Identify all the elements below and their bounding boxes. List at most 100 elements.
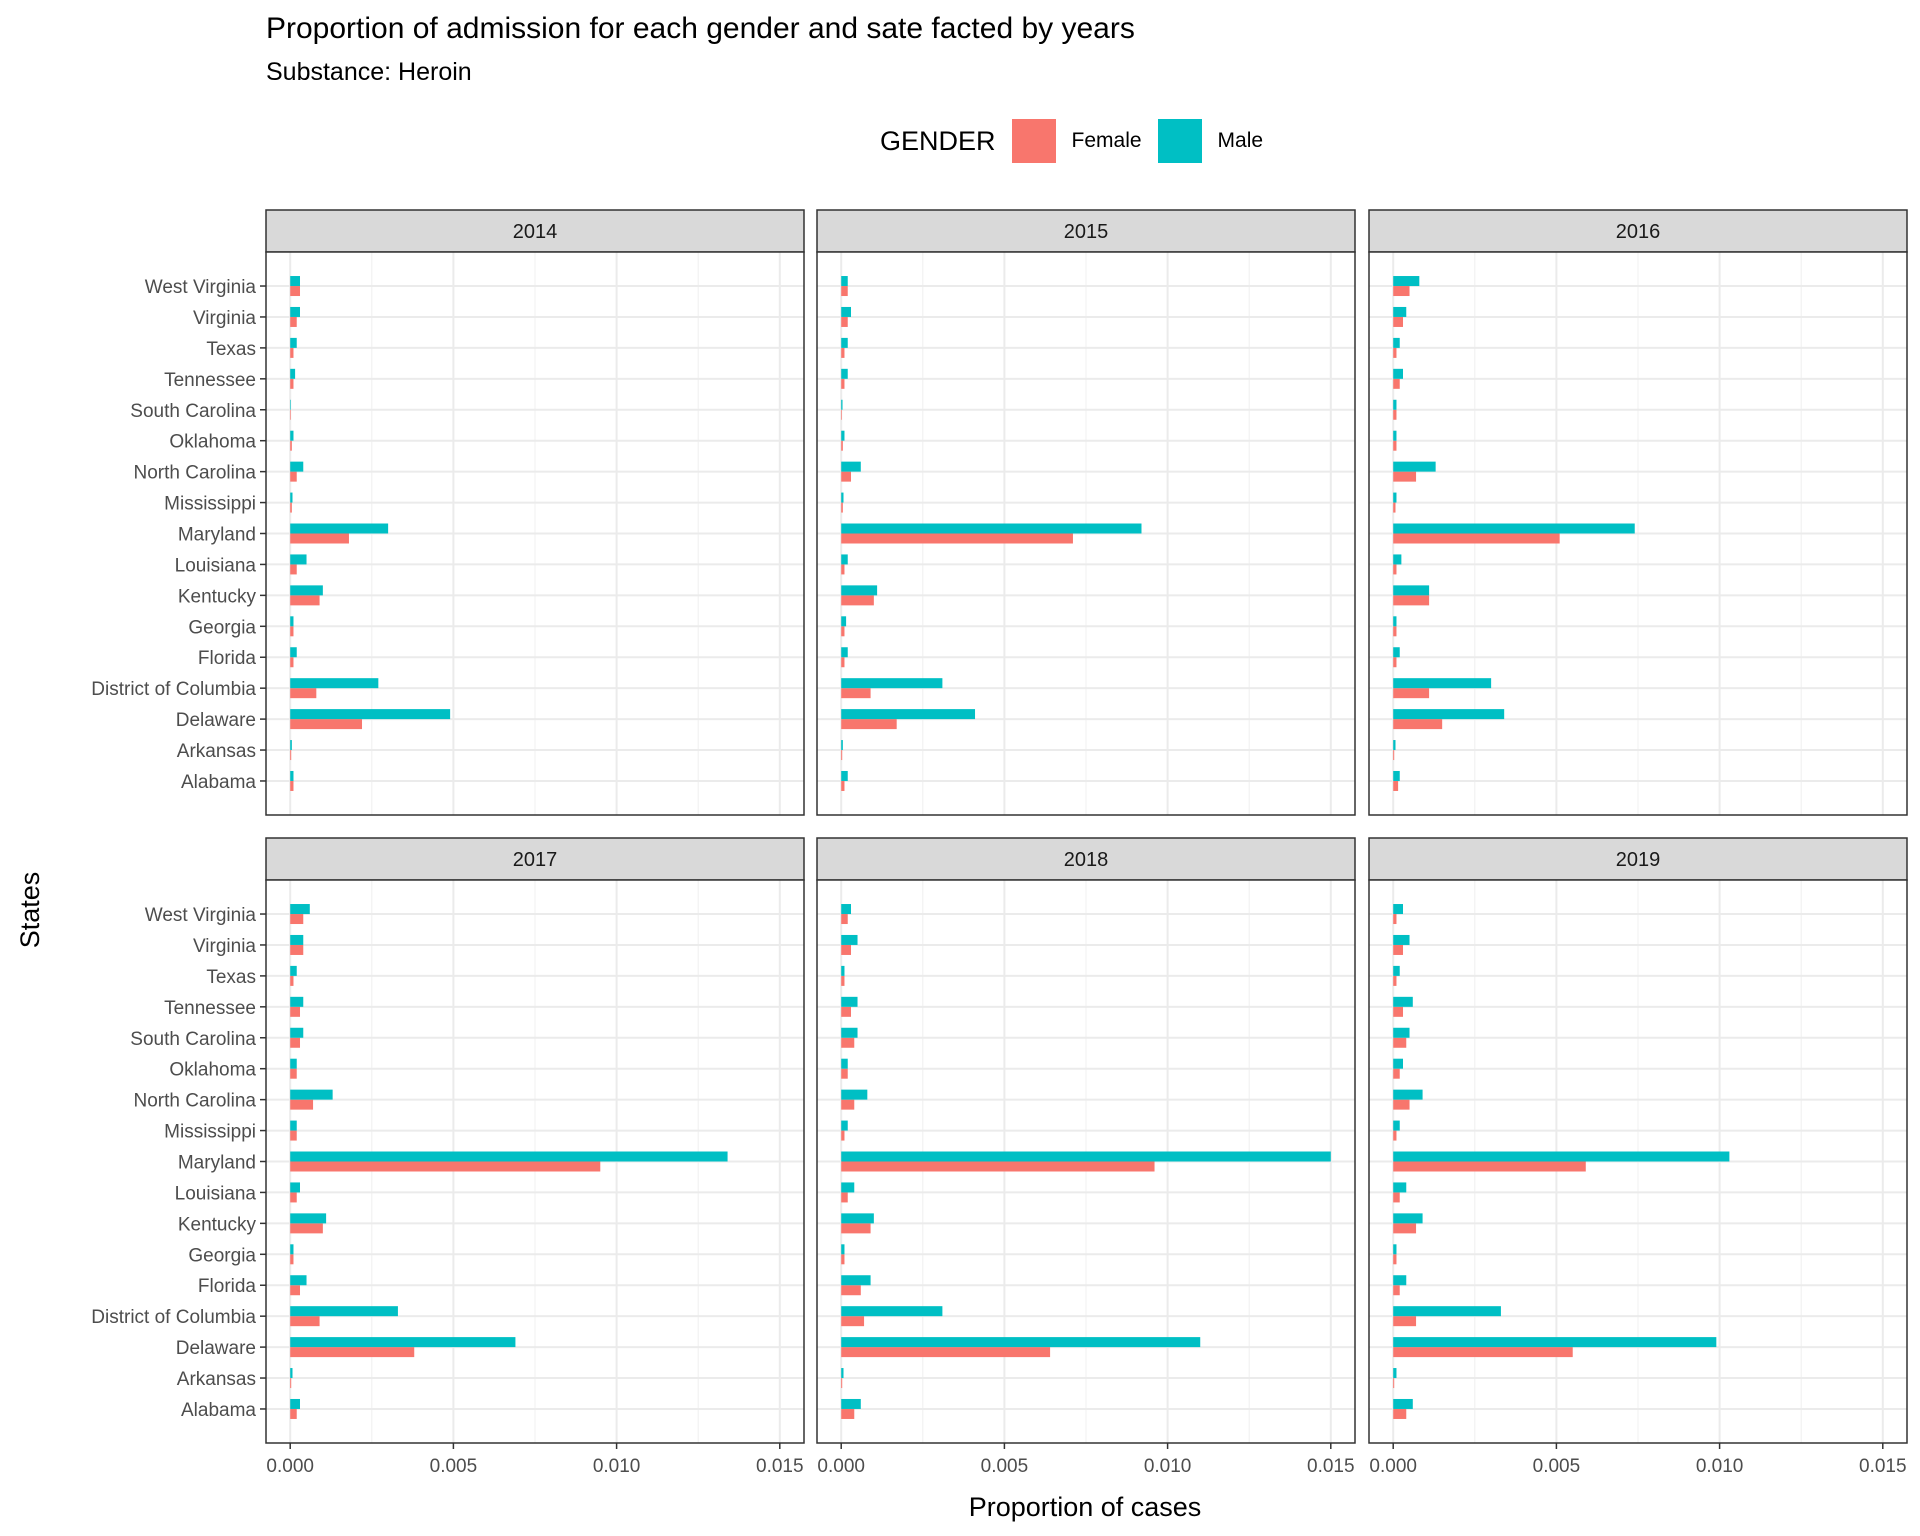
bar-2019-female-arkansas (1393, 1378, 1395, 1389)
bar-2015-male-alabama (841, 770, 848, 781)
bar-2019-male-south-carolina (1393, 1027, 1410, 1038)
bar-2015-female-west-virginia (841, 286, 848, 297)
bar-2017-male-georgia (290, 1244, 294, 1255)
bar-2018-female-virginia (841, 944, 852, 955)
bar-2015-male-arkansas (841, 740, 843, 751)
y-tick-label-kentucky: Kentucky (178, 586, 257, 607)
y-tick-label-louisiana: Louisiana (175, 1183, 257, 1204)
bar-2014-male-maryland (290, 523, 389, 534)
legend: GENDER Female Male (880, 118, 1279, 164)
bar-2018-male-mississippi (841, 1120, 848, 1131)
y-tick-label-virginia: Virginia (193, 308, 256, 329)
bar-2017-male-west-virginia (290, 904, 310, 915)
bar-2018-female-florida (841, 1285, 861, 1296)
x-tick-label: 0.005 (430, 1456, 478, 1477)
bar-2019-male-district-of-columbia (1393, 1306, 1501, 1317)
bar-2019-male-georgia (1393, 1244, 1397, 1255)
bar-2015-male-west-virginia (841, 276, 848, 287)
bar-2015-male-delaware (841, 709, 976, 720)
bar-2015-male-maryland (841, 523, 1142, 534)
y-tick-label-tennessee: Tennessee (164, 370, 256, 391)
bar-2016-male-arkansas (1393, 740, 1396, 751)
bar-2016-female-mississippi (1393, 502, 1396, 513)
bar-2018-male-georgia (841, 1244, 845, 1255)
bar-2019-male-alabama (1393, 1398, 1413, 1409)
y-tick-label-district-of-columbia: District of Columbia (91, 1307, 256, 1328)
bar-2019-male-virginia (1393, 934, 1410, 945)
bar-2017-female-florida (290, 1285, 301, 1296)
x-tick-label: 0.005 (981, 1456, 1029, 1477)
bar-2017-female-arkansas (290, 1378, 292, 1389)
bar-2014-female-district-of-columbia (290, 688, 317, 699)
bar-2017-female-district-of-columbia (290, 1316, 320, 1327)
bar-2014-female-mississippi (290, 502, 292, 513)
facet-strip-label-2015: 2015 (1064, 221, 1109, 243)
bar-2018-female-maryland (841, 1161, 1155, 1172)
bar-2014-male-oklahoma (290, 430, 294, 441)
bar-2014-female-texas (290, 347, 294, 358)
x-tick-label: 0.010 (593, 1456, 641, 1477)
bar-2018-male-virginia (841, 934, 858, 945)
x-axis-label: Proportion of cases (968, 1492, 1202, 1522)
y-tick-label-maryland: Maryland (178, 525, 256, 546)
bar-2018-female-texas (841, 975, 845, 986)
panel-border-2016 (1368, 251, 1908, 816)
bar-2016-male-west-virginia (1393, 276, 1420, 287)
bar-2018-female-south-carolina (841, 1037, 855, 1048)
x-tick-label: 0.005 (1533, 1456, 1581, 1477)
bar-2017-female-tennessee (290, 1006, 301, 1017)
bar-2016-female-georgia (1393, 626, 1397, 637)
bar-2017-male-south-carolina (290, 1027, 304, 1038)
bar-2018-male-florida (841, 1275, 871, 1286)
bar-2014-male-district-of-columbia (290, 678, 379, 689)
bar-2018-female-arkansas (841, 1378, 843, 1389)
bar-2016-female-south-carolina (1393, 409, 1397, 420)
bar-2018-male-north-carolina (841, 1089, 868, 1100)
bar-2019-male-mississippi (1393, 1120, 1400, 1131)
y-tick-label-georgia: Georgia (188, 617, 256, 638)
bar-2016-female-delaware (1393, 719, 1443, 730)
bar-2015-male-kentucky (841, 585, 878, 596)
bar-2014-male-louisiana (290, 554, 307, 565)
bar-2015-female-south-carolina (841, 409, 842, 420)
bar-2015-female-arkansas (841, 750, 843, 761)
facet-strip-2014 (265, 209, 805, 253)
bar-2016-male-kentucky (1393, 585, 1430, 596)
bar-2017-female-oklahoma (290, 1068, 297, 1079)
panel-border-2015 (816, 251, 1356, 816)
bar-2019-female-alabama (1393, 1408, 1407, 1419)
bar-2016-female-virginia (1393, 316, 1404, 327)
y-tick-label-west-virginia: West Virginia (145, 277, 257, 298)
bar-2016-male-alabama (1393, 770, 1400, 781)
bar-2014-female-louisiana (290, 564, 297, 575)
bar-2015-male-florida (841, 647, 848, 658)
bar-2014-male-delaware (290, 709, 451, 720)
bar-2017-male-tennessee (290, 996, 304, 1007)
bar-2017-male-kentucky (290, 1213, 327, 1224)
bar-2016-male-district-of-columbia (1393, 678, 1492, 689)
bar-2017-male-north-carolina (290, 1089, 333, 1100)
facet-strip-2018 (816, 837, 1356, 881)
y-tick-label-kentucky: Kentucky (178, 1214, 257, 1235)
bar-2018-female-west-virginia (841, 914, 848, 925)
facet-strip-label-2019: 2019 (1616, 849, 1661, 871)
legend-item-male: Male (1157, 119, 1263, 163)
bar-2016-female-tennessee (1393, 378, 1400, 389)
facet-strip-label-2014: 2014 (513, 221, 558, 243)
y-tick-label-virginia: Virginia (193, 936, 256, 957)
bar-2017-male-mississippi (290, 1120, 297, 1131)
bar-2019-female-virginia (1393, 944, 1404, 955)
bar-2015-female-georgia (841, 626, 845, 637)
bar-2014-male-south-carolina (290, 399, 291, 410)
y-tick-label-arkansas: Arkansas (177, 1369, 256, 1390)
bar-2018-male-texas (841, 965, 845, 976)
bar-2016-male-south-carolina (1393, 399, 1397, 410)
bar-2019-female-kentucky (1393, 1223, 1417, 1234)
legend-label-female: Female (1071, 129, 1142, 152)
y-tick-label-north-carolina: North Carolina (134, 1091, 257, 1112)
bar-2015-female-florida (841, 657, 845, 668)
y-tick-label-maryland: Maryland (178, 1153, 256, 1174)
bar-2018-male-tennessee (841, 996, 858, 1007)
bar-2019-female-oklahoma (1393, 1068, 1400, 1079)
